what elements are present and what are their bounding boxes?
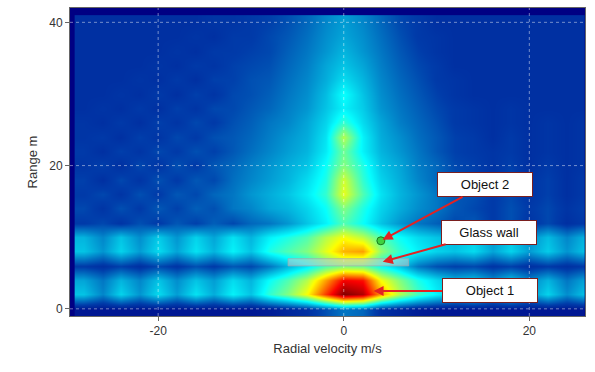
svg-text:0: 0 [340,324,347,338]
svg-text:40: 40 [49,16,63,30]
svg-text:Glass wall: Glass wall [459,225,518,240]
svg-text:Radial velocity m/s: Radial velocity m/s [273,341,382,356]
svg-text:0: 0 [56,302,63,316]
svg-text:Object 1: Object 1 [466,283,514,298]
svg-text:20: 20 [523,324,537,338]
svg-text:20: 20 [49,159,63,173]
svg-text:Object 2: Object 2 [461,177,509,192]
svg-text:Range m: Range m [25,136,40,189]
svg-text:-20: -20 [149,324,167,338]
